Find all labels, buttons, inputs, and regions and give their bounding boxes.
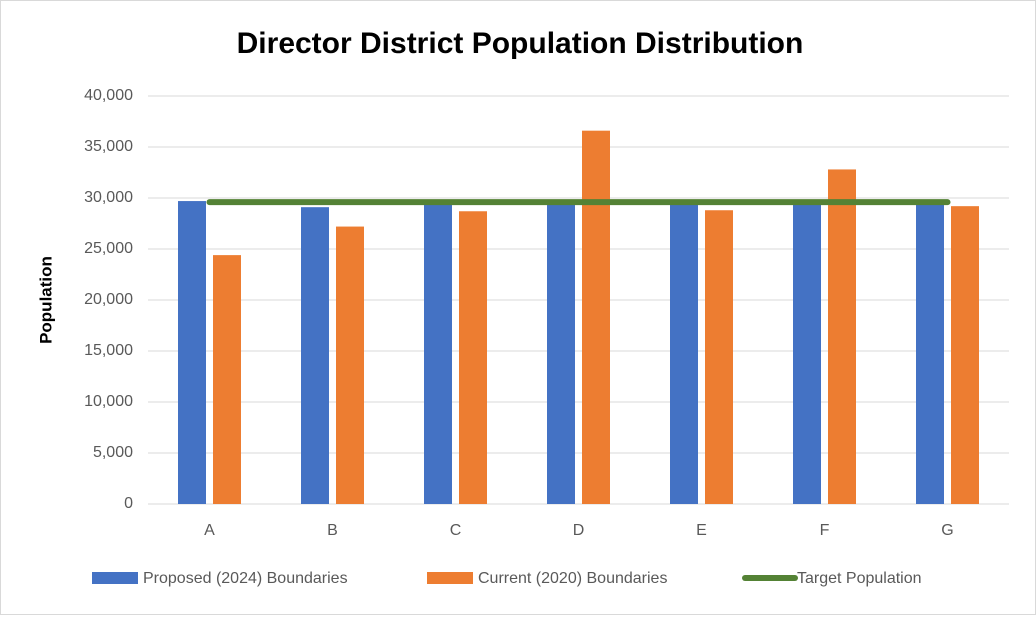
x-tick-label: D — [573, 522, 585, 539]
legend-swatch — [92, 572, 138, 584]
bar — [301, 207, 329, 504]
bar — [459, 211, 487, 504]
y-tick-label: 35,000 — [84, 138, 133, 155]
y-tick-label: 40,000 — [84, 87, 133, 104]
x-tick-label: A — [204, 522, 215, 539]
x-tick-label: E — [696, 522, 707, 539]
bar — [793, 202, 821, 504]
bar — [828, 169, 856, 504]
x-tick-label: F — [820, 522, 830, 539]
x-tick-label: G — [941, 522, 953, 539]
y-tick-label: 30,000 — [84, 189, 133, 206]
bar — [213, 255, 241, 504]
bar — [705, 210, 733, 505]
y-tick-label: 15,000 — [84, 342, 133, 359]
bar — [336, 226, 364, 504]
y-tick-label: 10,000 — [84, 393, 133, 410]
legend-label: Proposed (2024) Boundaries — [143, 570, 348, 587]
bar — [582, 130, 610, 504]
y-tick-label: 0 — [124, 495, 133, 512]
y-tick-label: 5,000 — [93, 444, 133, 461]
y-axis-label: Population — [36, 256, 55, 344]
bar — [547, 202, 575, 504]
y-tick-label: 20,000 — [84, 291, 133, 308]
chart-title: Director District Population Distributio… — [237, 27, 804, 60]
bar — [670, 202, 698, 504]
x-tick-label: B — [327, 522, 338, 539]
bar — [916, 202, 944, 504]
legend-swatch — [427, 572, 473, 584]
x-tick-label: C — [450, 522, 462, 539]
y-tick-label: 25,000 — [84, 240, 133, 257]
bar — [178, 201, 206, 504]
legend-label: Target Population — [797, 570, 922, 587]
bar — [424, 202, 452, 504]
legend-label: Current (2020) Boundaries — [478, 570, 667, 587]
bar — [951, 206, 979, 504]
